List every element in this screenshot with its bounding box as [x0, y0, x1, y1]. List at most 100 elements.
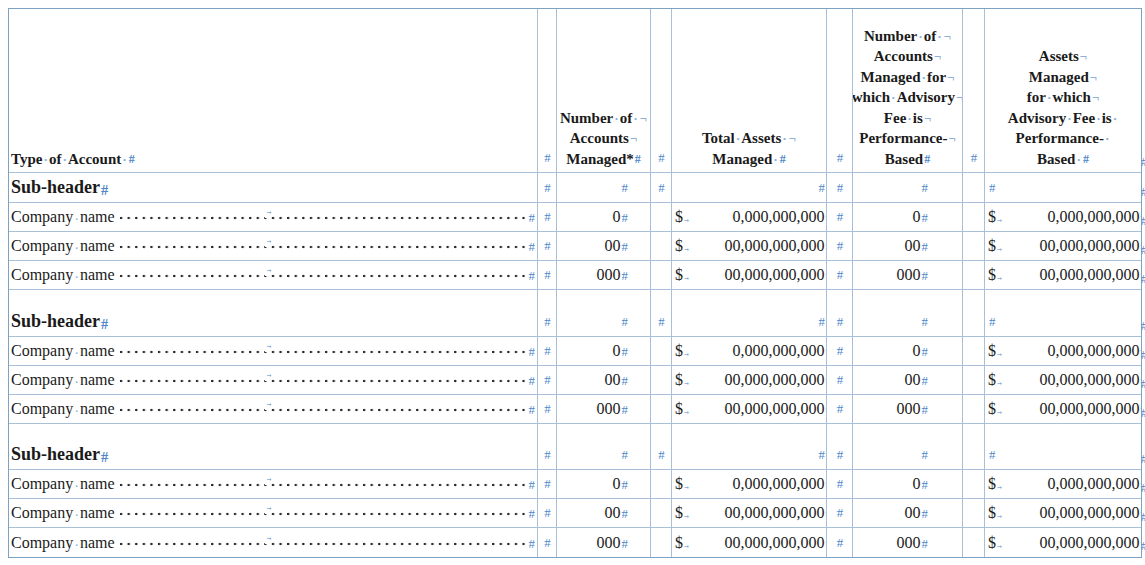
dot-leader: → [119, 512, 525, 516]
currency: $ [675, 342, 683, 360]
accounts-managed-cell[interactable]: 00# [557, 232, 651, 261]
subheader-mark-cell: # [672, 290, 827, 337]
tab-mark: → [265, 368, 270, 381]
dot-leader: → [119, 408, 525, 412]
total-assets-cell[interactable]: $→0,000,000,000# [672, 470, 827, 499]
total-assets-cell[interactable]: $→0,000,000,000# [672, 337, 827, 366]
total-assets-cell[interactable]: $→00,000,000,000# [672, 395, 827, 424]
col-header-perf-fee-assets[interactable]: Assets¬Managed¬for·which¬Advisory·Fee·is… [985, 9, 1141, 173]
accounts-value: 0 [613, 208, 621, 226]
accounts-managed-cell[interactable]: 000# [557, 261, 651, 290]
col-header-type-of-account[interactable]: Type·of·Account·# [9, 9, 538, 173]
perf-fee-accounts-cell[interactable]: 000# [853, 395, 963, 424]
perf-fee-accounts-cell[interactable]: 000# [853, 261, 963, 290]
perf-fee-accounts-cell[interactable]: 00# [853, 499, 963, 528]
company-name-cell[interactable]: Company·name→# [9, 337, 538, 366]
company-name-cell[interactable]: Company·name→# [9, 395, 538, 424]
company-name: Company [11, 534, 73, 552]
spacer-cell: # [538, 395, 557, 424]
cell-end-mark: # [836, 211, 843, 224]
perf-fee-assets-cell[interactable]: $→0,000,000,000# [985, 337, 1141, 366]
accounts-managed-cell[interactable]: 0# [557, 203, 651, 232]
perf-fee-accounts-cell[interactable]: 000# [853, 528, 963, 557]
spacer-cell: # [827, 395, 853, 424]
perf-fee-accounts-cell[interactable]: 0# [853, 470, 963, 499]
total-assets-cell[interactable]: $→00,000,000,000# [672, 499, 827, 528]
perf-fee-accounts-cell[interactable]: 0# [853, 337, 963, 366]
cell-end-mark: # [921, 375, 928, 388]
accounts-managed-cell[interactable]: 00# [557, 499, 651, 528]
header-text: is [1102, 108, 1112, 129]
end-of-row-mark: # [1141, 510, 1145, 525]
space-mark: · [73, 375, 80, 389]
perf-fee-assets-cell[interactable]: $→00,000,000,000# [985, 499, 1141, 528]
perf-assets-value: 0,000,000,000 [1048, 342, 1140, 360]
cell-end-mark: # [657, 182, 664, 195]
perf-accounts-value: 000 [897, 266, 921, 284]
col-header-perf-fee-accounts[interactable]: Number·of·¬Accounts¬Managed·for¬which·Ad… [853, 9, 963, 173]
spacer-cell: # [827, 203, 853, 232]
spacer-cell [963, 366, 985, 395]
cell-end-mark: # [836, 403, 843, 416]
dot-leader: → [119, 483, 525, 487]
perf-fee-accounts-cell[interactable]: 00# [853, 232, 963, 261]
company-name-cell[interactable]: Company·name→# [9, 528, 538, 557]
header-line: Accounts¬ [874, 46, 941, 67]
tab-mark: → [683, 509, 688, 522]
accounts-managed-cell[interactable]: 0# [557, 337, 651, 366]
perf-fee-assets-cell[interactable]: $→00,000,000,000# [985, 366, 1141, 395]
total-assets-cell[interactable]: $→0,000,000,000# [672, 203, 827, 232]
cell-end-mark: # [970, 152, 977, 165]
header-text: Account [68, 149, 121, 170]
cell-end-mark: # [528, 270, 535, 283]
subheader-cell[interactable]: Sub-header# [9, 424, 538, 470]
header-text: Fee [884, 108, 906, 129]
accounts-managed-cell[interactable]: 000# [557, 528, 651, 557]
col-header-total-assets-managed[interactable]: Total·Assets·¬Managed·# [672, 9, 827, 173]
spacer-cell: # [538, 499, 557, 528]
perf-assets-value: 00,000,000,000 [1040, 504, 1140, 522]
perf-fee-assets-cell[interactable]: $→00,000,000,000# [985, 528, 1141, 557]
cell-end-mark: # [988, 182, 995, 195]
total-assets-cell[interactable]: $→00,000,000,000# [672, 261, 827, 290]
cell-end-mark: # [543, 449, 550, 462]
total-assets-cell[interactable]: $→00,000,000,000# [672, 232, 827, 261]
total-assets-cell[interactable]: $→00,000,000,000# [672, 528, 827, 557]
company-name-cell[interactable]: Company·name→# [9, 470, 538, 499]
cell-end-mark: # [543, 403, 550, 416]
word-document-page[interactable]: { "marks": { "space": "·", "line_break":… [0, 0, 1145, 565]
cell-end-mark: # [836, 240, 843, 253]
perf-fee-accounts-cell[interactable]: 0# [853, 203, 963, 232]
subheader-mark-cell: # [985, 290, 1141, 337]
perf-fee-assets-cell[interactable]: $→0,000,000,000# [985, 203, 1141, 232]
subheader-cell[interactable]: Sub-header# [9, 173, 538, 203]
perf-fee-assets-cell[interactable]: $→00,000,000,000# [985, 261, 1141, 290]
total-assets-cell[interactable]: $→00,000,000,000# [672, 366, 827, 395]
company-name-cell[interactable]: Company·name→# [9, 203, 538, 232]
accounts-managed-cell[interactable]: 000# [557, 395, 651, 424]
form-table[interactable]: Type·of·Account·# # Number·of·¬Accounts¬Ma… [8, 8, 1142, 558]
header-text: Number [864, 26, 917, 47]
tab-mark: → [683, 242, 688, 255]
cell-end-mark: # [836, 537, 843, 550]
tab-mark: → [996, 347, 1001, 360]
cell-end-mark: # [543, 182, 550, 195]
tab-mark: → [996, 480, 1001, 493]
header-line: Accounts¬ [570, 128, 637, 149]
company-name-cell[interactable]: Company·name→# [9, 261, 538, 290]
dot-leader: → [119, 274, 525, 278]
perf-fee-assets-cell[interactable]: $→0,000,000,000# [985, 470, 1141, 499]
accounts-managed-cell[interactable]: 00# [557, 366, 651, 395]
perf-fee-accounts-cell[interactable]: 00# [853, 366, 963, 395]
company-name-cell[interactable]: Company·name→# [9, 232, 538, 261]
company-name-cell[interactable]: Company·name→# [9, 499, 538, 528]
spacer-cell [651, 337, 672, 366]
subheader-cell[interactable]: Sub-header# [9, 290, 538, 337]
company-name-cell[interactable]: Company·name→# [9, 366, 538, 395]
perf-fee-assets-cell[interactable]: $→00,000,000,000# [985, 232, 1141, 261]
spacer-cell: # [827, 366, 853, 395]
perf-fee-assets-cell[interactable]: $→00,000,000,000# [985, 395, 1141, 424]
header-text: of [620, 108, 633, 129]
col-header-number-of-accounts-managed[interactable]: Number·of·¬Accounts¬Managed*# [557, 9, 651, 173]
accounts-managed-cell[interactable]: 0# [557, 470, 651, 499]
